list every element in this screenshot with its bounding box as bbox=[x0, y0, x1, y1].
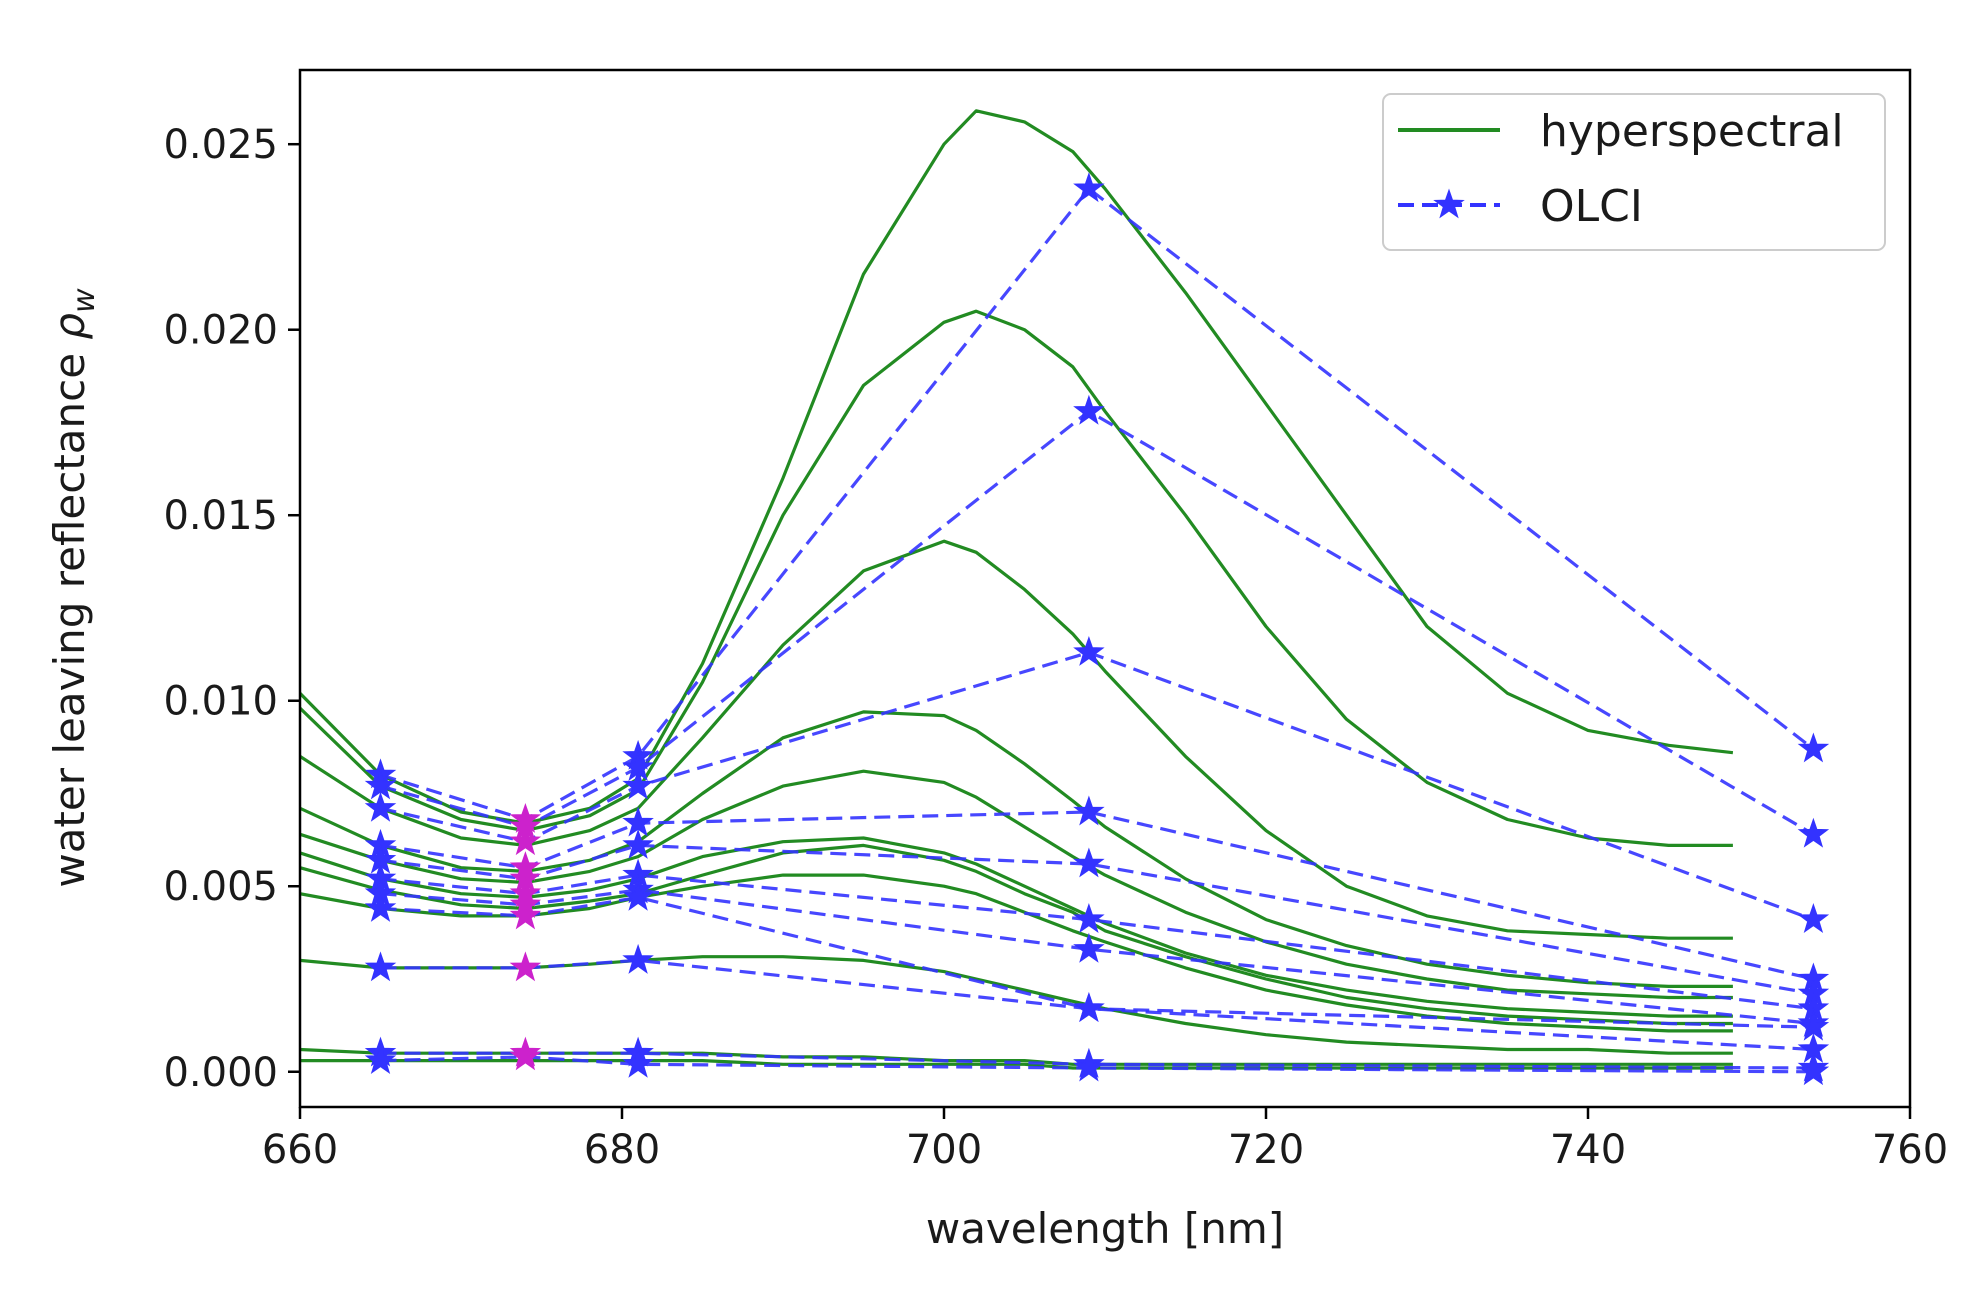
olci-marker-1-754 bbox=[1797, 732, 1830, 763]
y-tick-label-0.020: 0.020 bbox=[163, 308, 278, 354]
hyperspectral-line-1 bbox=[300, 109, 1734, 825]
legend-olci-star-icon bbox=[1433, 188, 1465, 219]
y-axis-title-text: water leaving reflectance bbox=[45, 340, 94, 888]
x-tick-label-700: 700 bbox=[906, 1127, 982, 1173]
y-tick-label-0.000: 0.000 bbox=[163, 1050, 278, 1096]
x-tick-label-680: 680 bbox=[584, 1127, 660, 1173]
olci-line-10 bbox=[380, 1051, 1814, 1070]
olci-marker-11-709 bbox=[1073, 1051, 1105, 1082]
olci-marker-3-681 bbox=[622, 769, 654, 800]
hyperspectral-line-5 bbox=[300, 769, 1733, 1000]
olci-marker-2-709 bbox=[1073, 394, 1105, 425]
y-tick-label-0.015: 0.015 bbox=[163, 493, 278, 539]
hyperspectral-line-3 bbox=[300, 539, 1733, 940]
olci-marker-11-674 bbox=[509, 1040, 542, 1071]
hyperspectral-line-7 bbox=[300, 843, 1733, 1026]
olci-line-1 bbox=[380, 186, 1815, 822]
y-tick-label-0.010: 0.010 bbox=[163, 679, 278, 725]
olci-marker-9-709 bbox=[1073, 992, 1105, 1023]
marker-layer bbox=[364, 172, 1830, 1086]
olci-marker-8-681 bbox=[622, 880, 654, 911]
x-axis-title: wavelength [nm] bbox=[926, 1204, 1284, 1253]
olci-marker-9-681 bbox=[622, 943, 654, 974]
olci-marker-3-709 bbox=[1073, 635, 1105, 666]
olci-line-7 bbox=[380, 888, 1814, 1026]
y-tick-label-0.005: 0.005 bbox=[163, 864, 278, 910]
olci-marker-11-754 bbox=[1797, 1055, 1830, 1086]
plot-frame bbox=[298, 68, 1912, 1109]
x-tick-label-720: 720 bbox=[1228, 1127, 1304, 1173]
y-axis: 0.000 0.005 0.010 0.015 0.020 0.025 bbox=[163, 122, 300, 1096]
x-tick-label-660: 660 bbox=[262, 1127, 338, 1173]
olci-marker-8-665 bbox=[364, 891, 397, 922]
olci-line-9 bbox=[380, 958, 1814, 1052]
legend-olci-label: OLCI bbox=[1540, 181, 1643, 232]
olci-marker-3-674 bbox=[509, 825, 542, 856]
olci-line-11 bbox=[380, 1055, 1814, 1074]
y-axis-title-symbol: ρ bbox=[45, 313, 94, 340]
y-axis-title-subscript: w bbox=[67, 288, 102, 313]
series-layer bbox=[300, 109, 1815, 1074]
olci-marker-1-709 bbox=[1073, 172, 1105, 203]
hyperspectral-line-2 bbox=[300, 309, 1733, 847]
hyperspectral-line-4 bbox=[300, 710, 1733, 988]
olci-marker-4-709 bbox=[1073, 795, 1105, 826]
olci-marker-3-754 bbox=[1797, 903, 1830, 934]
olci-marker-2-754 bbox=[1797, 817, 1830, 848]
olci-marker-9-674 bbox=[509, 951, 542, 982]
olci-marker-5-681 bbox=[622, 828, 654, 859]
olci-line-8 bbox=[380, 895, 1814, 1029]
olci-line-5 bbox=[380, 843, 1814, 996]
legend: hyperspectral OLCI bbox=[1382, 93, 1886, 251]
olci-marker-5-709 bbox=[1073, 847, 1105, 878]
hyperspectral-line-6 bbox=[300, 836, 1733, 1018]
olci-marker-9-665 bbox=[364, 951, 397, 982]
y-tick-label-0.025: 0.025 bbox=[163, 122, 278, 168]
legend-box bbox=[1382, 93, 1886, 251]
olci-marker-6-709 bbox=[1073, 903, 1105, 934]
y-axis-title: water leaving reflectance ρw bbox=[45, 288, 102, 888]
x-axis: 660 680 700 720 740 760 bbox=[262, 1107, 1948, 1173]
olci-marker-11-681 bbox=[622, 1047, 654, 1078]
olci-marker-3-665 bbox=[364, 791, 397, 822]
olci-line-6 bbox=[380, 873, 1814, 1011]
legend-olci-star-shape bbox=[1433, 188, 1465, 219]
legend-hyperspectral-label: hyperspectral bbox=[1540, 106, 1844, 157]
olci-marker-11-665 bbox=[364, 1044, 397, 1075]
x-tick-label-760: 760 bbox=[1872, 1127, 1948, 1173]
olci-marker-7-709 bbox=[1073, 932, 1105, 963]
x-tick-label-740: 740 bbox=[1550, 1127, 1626, 1173]
olci-marker-8-674 bbox=[509, 899, 542, 930]
